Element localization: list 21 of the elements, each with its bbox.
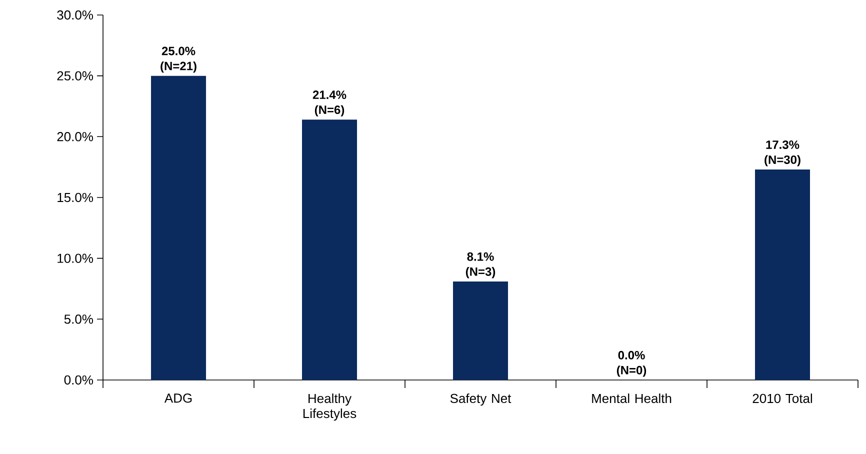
data-label: 17.3% (N=30) [764,140,800,166]
y-tick-label: 20.0% [57,132,94,142]
y-tick-label: 30.0% [57,10,94,20]
y-tick-label: 10.0% [58,254,94,263]
bar [755,170,810,380]
data-label: 0.0% (N=0) [616,350,646,377]
bar [453,281,508,380]
x-tick-label: Healthy Lifestyles [303,394,356,421]
y-tick-label: 0.0% [64,375,94,385]
y-tick-label: 5.0% [64,314,94,324]
x-tick-label: ADG [164,394,192,403]
data-label: 8.1% (N=3) [466,252,496,278]
data-label: 25.0% (N=21) [160,46,196,73]
x-tick-label: Mental Health [592,394,672,404]
y-tick-label: 15.0% [58,192,94,202]
bar [302,120,358,380]
y-tick-label: 25.0% [57,71,94,80]
x-tick-label: 2010 Total [752,394,812,404]
x-tick-label: Safety Net [450,394,512,406]
data-label: 21.4% (N=6) [312,90,346,116]
bar [151,76,206,380]
